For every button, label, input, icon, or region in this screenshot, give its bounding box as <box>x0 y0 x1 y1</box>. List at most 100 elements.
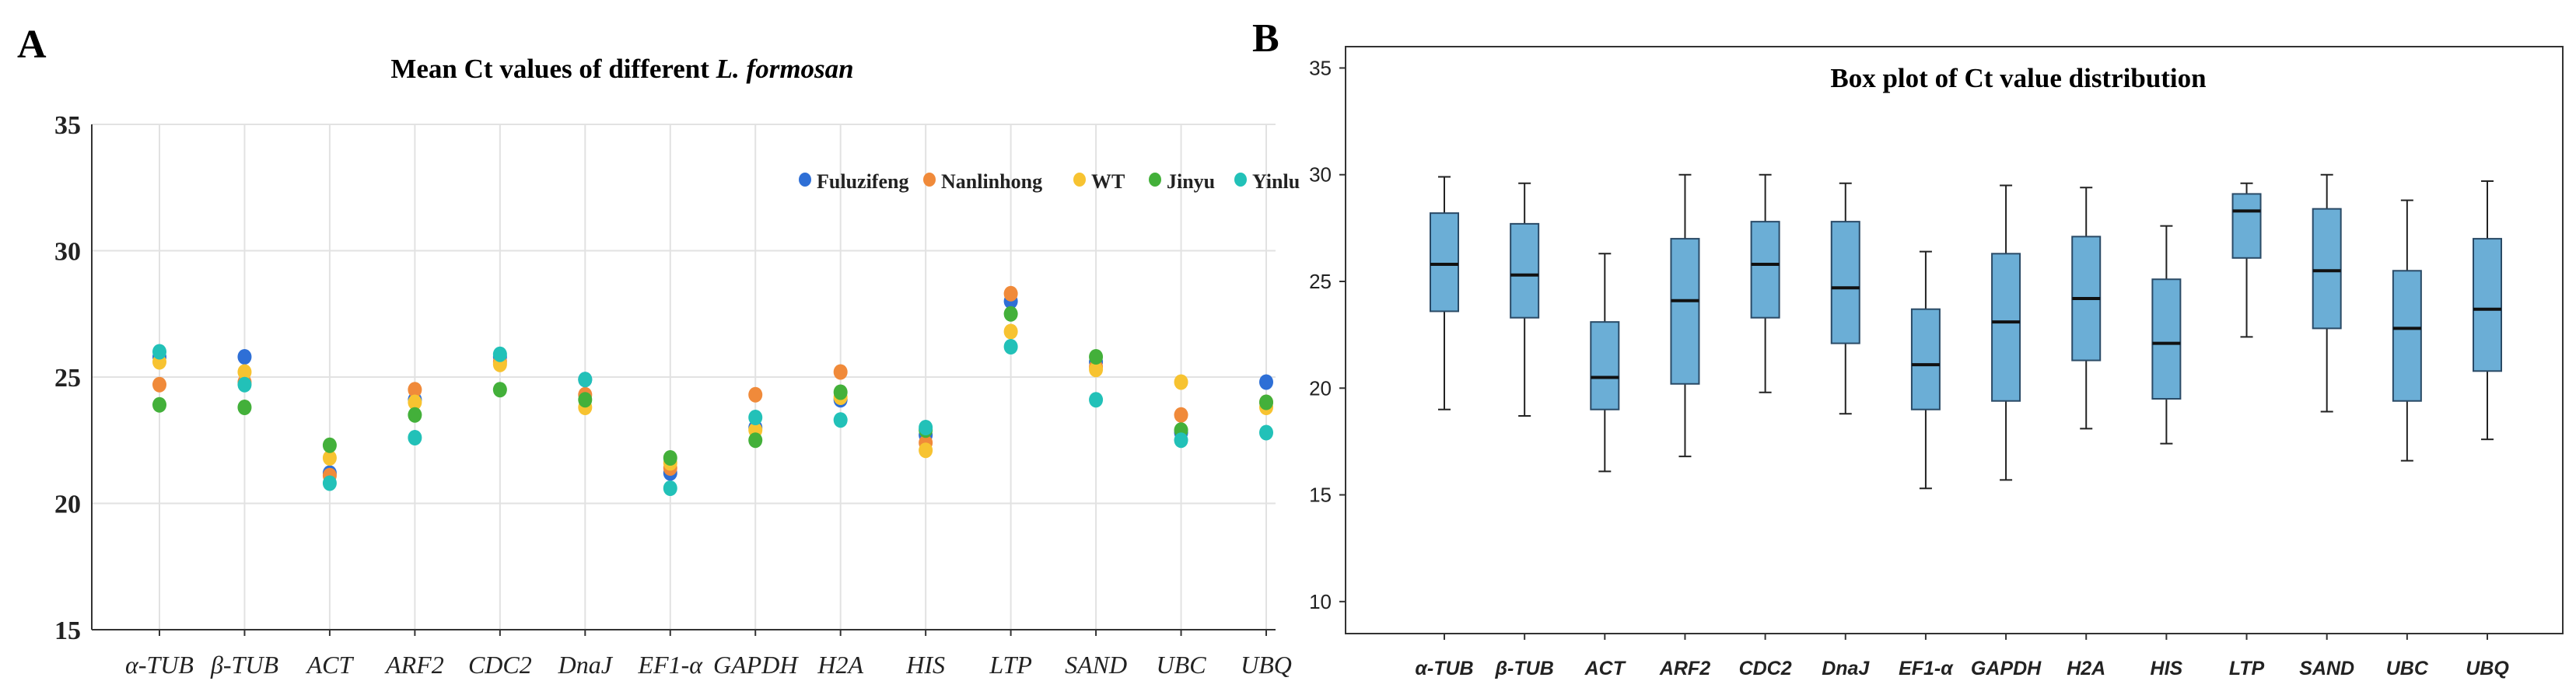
data-point-jinyu <box>1089 349 1104 365</box>
data-point-wt <box>919 442 933 459</box>
data-point-wt <box>1174 374 1188 390</box>
data-point-nanlinhong <box>748 386 763 403</box>
data-point-nanlinhong <box>833 364 848 380</box>
x-tick-label: H2A <box>817 651 863 679</box>
legend-marker-fuluzifeng <box>799 173 811 187</box>
y-tick-label: 20 <box>54 491 81 519</box>
data-point-jinyu <box>492 382 507 398</box>
data-point-nanlinhong <box>152 376 166 393</box>
legend-marker-nanlinhong <box>923 173 936 187</box>
data-point-wt <box>1089 361 1104 378</box>
chart-a-title-prefix: Mean Ct values of different <box>390 54 716 84</box>
x-tick-label: HIS <box>2151 658 2183 679</box>
legend-marker-jinyu <box>1149 173 1161 187</box>
y-tick-label: 30 <box>54 238 81 267</box>
data-point-yinlu <box>492 346 507 362</box>
y-tick-label: 30 <box>1309 163 1332 187</box>
x-tick-label: EF1-α <box>637 651 703 679</box>
box-iqr <box>2392 270 2422 402</box>
x-tick-label: SAND <box>2299 658 2354 679</box>
x-tick-label: DnaJ <box>558 651 614 679</box>
x-tick-label: UBQ <box>2466 658 2509 679</box>
chart-a-grid <box>92 124 1276 630</box>
box-iqr <box>1910 308 1941 410</box>
x-tick-label: ACT <box>1584 658 1627 679</box>
x-tick-label: ARF2 <box>384 651 444 679</box>
x-tick-label: HIS <box>905 651 945 679</box>
data-point-wt <box>322 450 337 466</box>
chart-b-frame <box>1345 46 2564 634</box>
y-tick-label: 15 <box>1309 484 1332 507</box>
x-tick-label: α-TUB <box>125 651 194 679</box>
y-tick-label: 25 <box>54 364 81 393</box>
data-point-yinlu <box>1003 339 1018 354</box>
x-tick-label: ACT <box>306 651 355 679</box>
x-tick-label: UBQ <box>1241 651 1292 679</box>
data-point-yinlu <box>748 410 763 425</box>
legend-label-jinyu: Jinyu <box>1167 170 1215 193</box>
data-point-yinlu <box>833 412 848 428</box>
legend-label-wt: WT <box>1091 170 1125 193</box>
x-tick-label: UBC <box>1157 651 1207 679</box>
data-point-nanlinhong <box>1003 285 1018 302</box>
data-point-yinlu <box>152 344 166 360</box>
legend-label-fuluzifeng: Fuluzifeng <box>817 170 908 193</box>
legend-marker-yinlu <box>1234 173 1247 187</box>
box-iqr <box>2312 208 2342 330</box>
data-point-jinyu <box>408 407 422 423</box>
x-tick-label: SAND <box>1065 651 1127 679</box>
box-iqr <box>2473 238 2502 372</box>
box-iqr <box>1430 212 1459 313</box>
data-point-nanlinhong <box>1174 407 1188 423</box>
legend-marker-wt <box>1073 173 1086 187</box>
data-point-yinlu <box>1259 424 1273 441</box>
x-tick-label: α-TUB <box>1415 658 1473 679</box>
data-point-jinyu <box>1259 394 1273 410</box>
legend-label-yinlu: Yinlu <box>1252 170 1300 193</box>
x-tick-label: ARF2 <box>1659 658 1710 679</box>
data-point-wt <box>408 394 422 410</box>
x-tick-label: GAPDH <box>1971 658 2042 679</box>
chart-b-axes: 10 15 20 25 30 35 α-TUB β-TUB ACT ARF2 CDC2 DnaJ EF1… <box>1309 56 2509 679</box>
panel-label-b: B <box>1252 16 1279 61</box>
data-point-yinlu <box>408 430 422 445</box>
data-point-nanlinhong <box>408 382 422 398</box>
chart-a-points <box>152 285 1273 496</box>
data-point-yinlu <box>919 420 933 435</box>
chart-a-title-species: L. formosan <box>716 54 854 84</box>
data-point-jinyu <box>748 432 763 449</box>
data-point-yinlu <box>237 376 252 393</box>
data-point-jinyu <box>237 400 252 415</box>
x-tick-label: β-TUB <box>1495 658 1554 679</box>
scatter-chart: Mean Ct values of different L. formosan … <box>54 54 1300 679</box>
data-point-yinlu <box>663 480 677 496</box>
data-point-jinyu <box>578 392 593 408</box>
data-point-jinyu <box>833 384 848 400</box>
box-iqr <box>1750 221 1780 319</box>
y-tick-label: 35 <box>1309 56 1332 79</box>
panel-label-a: A <box>17 23 47 67</box>
box-plot-chart: Box plot of Ct value distribution 10 15 20… <box>1309 46 2564 679</box>
data-point-yinlu <box>322 475 337 491</box>
y-tick-label: 25 <box>1309 270 1332 293</box>
chart-b-title: Box plot of Ct value distribution <box>1830 63 2206 93</box>
data-point-yinlu <box>1089 392 1104 408</box>
data-point-wt <box>237 364 252 380</box>
x-tick-label: EF1-α <box>1899 658 1954 679</box>
box-iqr <box>1590 321 1620 410</box>
y-tick-label: 35 <box>54 111 81 140</box>
x-tick-label: UBC <box>2386 658 2429 679</box>
box-iqr <box>1830 221 1860 344</box>
data-point-wt <box>1003 323 1018 340</box>
box-iqr <box>2151 278 2182 400</box>
chart-a-legend: Fuluzifeng Nanlinhong WT Jinyu Yinlu <box>799 170 1300 193</box>
x-tick-label: GAPDH <box>713 651 799 679</box>
x-tick-label: CDC2 <box>1739 658 1792 679</box>
box-iqr <box>1510 222 1540 319</box>
data-point-yinlu <box>578 372 593 388</box>
box-iqr <box>1991 253 2021 402</box>
data-point-jinyu <box>663 450 677 466</box>
data-point-fuluzifeng <box>237 349 252 365</box>
data-point-jinyu <box>152 396 166 413</box>
